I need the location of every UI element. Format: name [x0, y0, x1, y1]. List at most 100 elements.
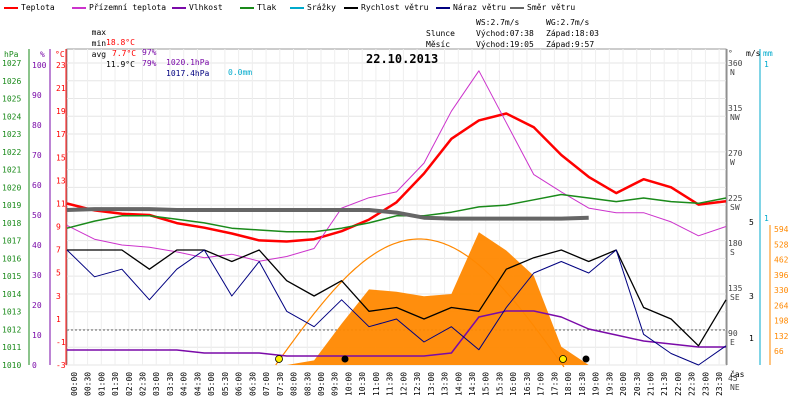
dir-tick-value: 180	[728, 239, 743, 248]
series-line-sm-r-v-tru	[66, 207, 589, 221]
time-tick-label: 20:30	[633, 372, 642, 396]
time-tick-label: 10:00	[344, 372, 353, 396]
pct-tick-label: 60	[32, 181, 42, 190]
dir-tick-direction: S	[730, 248, 735, 257]
dir-tick-direction: SE	[730, 293, 740, 302]
time-tick-label: 08:30	[303, 372, 312, 396]
stat-min-press: 1017.4hPa	[166, 69, 210, 78]
hpa-tick-label: 1023	[2, 130, 21, 139]
moon-label: Měsíc	[426, 40, 451, 49]
solar-tick-label: 396	[774, 271, 789, 280]
dir-tick-direction: N	[730, 68, 735, 77]
degc-tick-label: 21	[56, 84, 66, 93]
time-tick-label: 11:30	[386, 372, 395, 396]
series-line-tlak	[66, 193, 727, 233]
time-tick-label: 23:30	[715, 372, 724, 396]
left-axes: 1027102610251024102310221021102010191018…	[2, 49, 67, 370]
moon-set: Západ:9:57	[546, 40, 595, 49]
hpa-unit-label: hPa	[4, 50, 19, 59]
solar-tick-label: 594	[774, 225, 789, 234]
time-tick-label: 04:30	[193, 372, 202, 396]
pct-tick-label: 0	[32, 361, 37, 370]
hpa-tick-label: 1019	[2, 201, 21, 210]
hpa-tick-label: 1013	[2, 308, 21, 317]
time-tick-label: 19:30	[605, 372, 614, 396]
moon-rise: Východ:19:05	[476, 40, 534, 49]
degc-tick-label: 17	[56, 130, 66, 139]
moonset-marker	[341, 355, 349, 363]
time-tick-label: 21:00	[646, 372, 655, 396]
grid-lines	[67, 49, 726, 366]
wind-speed-info: WS:2.7m/s	[476, 18, 520, 27]
solar-tick-label: 264	[774, 301, 789, 310]
time-tick-label: 15:00	[482, 372, 491, 396]
degc-tick-label: -1	[56, 338, 66, 347]
stat-min-hum: 79%	[142, 59, 157, 68]
degc-tick-label: 15	[56, 153, 66, 162]
stat-max-hum: 97%	[142, 48, 157, 57]
solar-radiation-fill	[67, 232, 726, 365]
hpa-tick-label: 1026	[2, 77, 21, 86]
stats-min-row: min 7.7°C 79% 1017.4hPa	[91, 39, 210, 78]
time-tick-label: 03:30	[166, 372, 175, 396]
series-line-teplota	[66, 112, 727, 243]
pct-tick-label: 30	[32, 271, 42, 280]
legend-item-rychlost-vetru: Rychlost větru	[344, 2, 428, 14]
dir-tick-value: 315	[728, 104, 743, 113]
time-tick-label: 17:30	[550, 372, 559, 396]
time-tick-label: 04:00	[180, 372, 189, 396]
time-tick-label: 20:00	[619, 372, 628, 396]
degc-tick-label: 7	[56, 246, 61, 255]
time-tick-label: 19:00	[592, 372, 601, 396]
time-tick-label: 22:30	[688, 372, 697, 396]
series-line-n-raz-v-tru	[66, 249, 727, 366]
time-tick-label: 22:00	[674, 372, 683, 396]
stat-max-rain: 0.0mm	[228, 68, 253, 77]
degc-tick-label: 3	[56, 292, 61, 301]
stat-max-temp: 18.8°C	[106, 38, 135, 47]
degc-tick-label: 11	[56, 199, 66, 208]
stats-max-row: max 18.8°C 97% 1020.1hPa 0.0mm	[91, 28, 253, 77]
time-tick-label: 00:00	[70, 372, 79, 396]
pct-tick-label: 40	[32, 241, 42, 250]
time-tick-label: 16:30	[523, 372, 532, 396]
dir-tick-value: 135	[728, 284, 743, 293]
sun-label: Slunce	[426, 29, 455, 38]
mm-tick-label: 1	[764, 214, 769, 223]
pct-tick-label: 50	[32, 211, 42, 220]
time-tick-label: 13:00	[427, 372, 436, 396]
legend: Teplota Přízemní teplota Vlhkost Tlak Sr…	[0, 2, 800, 14]
dir-tick-value: 225	[728, 194, 743, 203]
solar-tick-label: 528	[774, 240, 789, 249]
solar-tick-label: 66	[774, 347, 784, 356]
degc-tick-label: 9	[56, 223, 61, 232]
time-tick-label: 06:00	[235, 372, 244, 396]
chart-date-title: 22.10.2013	[366, 52, 439, 66]
mm-unit-label: mm	[763, 49, 773, 58]
ms-tick-label: 5	[749, 218, 754, 227]
legend-item-teplota: Teplota	[4, 2, 55, 14]
ms-unit-label: m/s	[746, 49, 761, 58]
sunrise-marker	[275, 355, 283, 363]
sun-rise: Východ:07:38	[476, 29, 534, 38]
ms-tick-label: 1	[749, 334, 754, 343]
legend-item-tlak: Tlak	[240, 2, 276, 14]
sunset-marker	[559, 355, 567, 363]
dir-tick-direction: SW	[730, 203, 740, 212]
hpa-tick-label: 1020	[2, 183, 21, 192]
pct-tick-label: 90	[32, 91, 42, 100]
degc-tick-label: 1	[56, 315, 61, 324]
solar-tick-label: 198	[774, 317, 789, 326]
degc-tick-label: 5	[56, 269, 61, 278]
sun-set: Západ:18:03	[546, 29, 599, 38]
time-tick-label: 16:00	[509, 372, 518, 396]
dir-tick-value: 45	[728, 374, 738, 383]
dir-tick-direction: NW	[730, 113, 740, 122]
time-tick-label: 18:30	[578, 372, 587, 396]
hpa-tick-label: 1018	[2, 219, 21, 228]
dir-tick-direction: NE	[730, 383, 740, 392]
moonrise-marker	[582, 355, 590, 363]
stat-max-press: 1020.1hPa	[166, 58, 210, 67]
